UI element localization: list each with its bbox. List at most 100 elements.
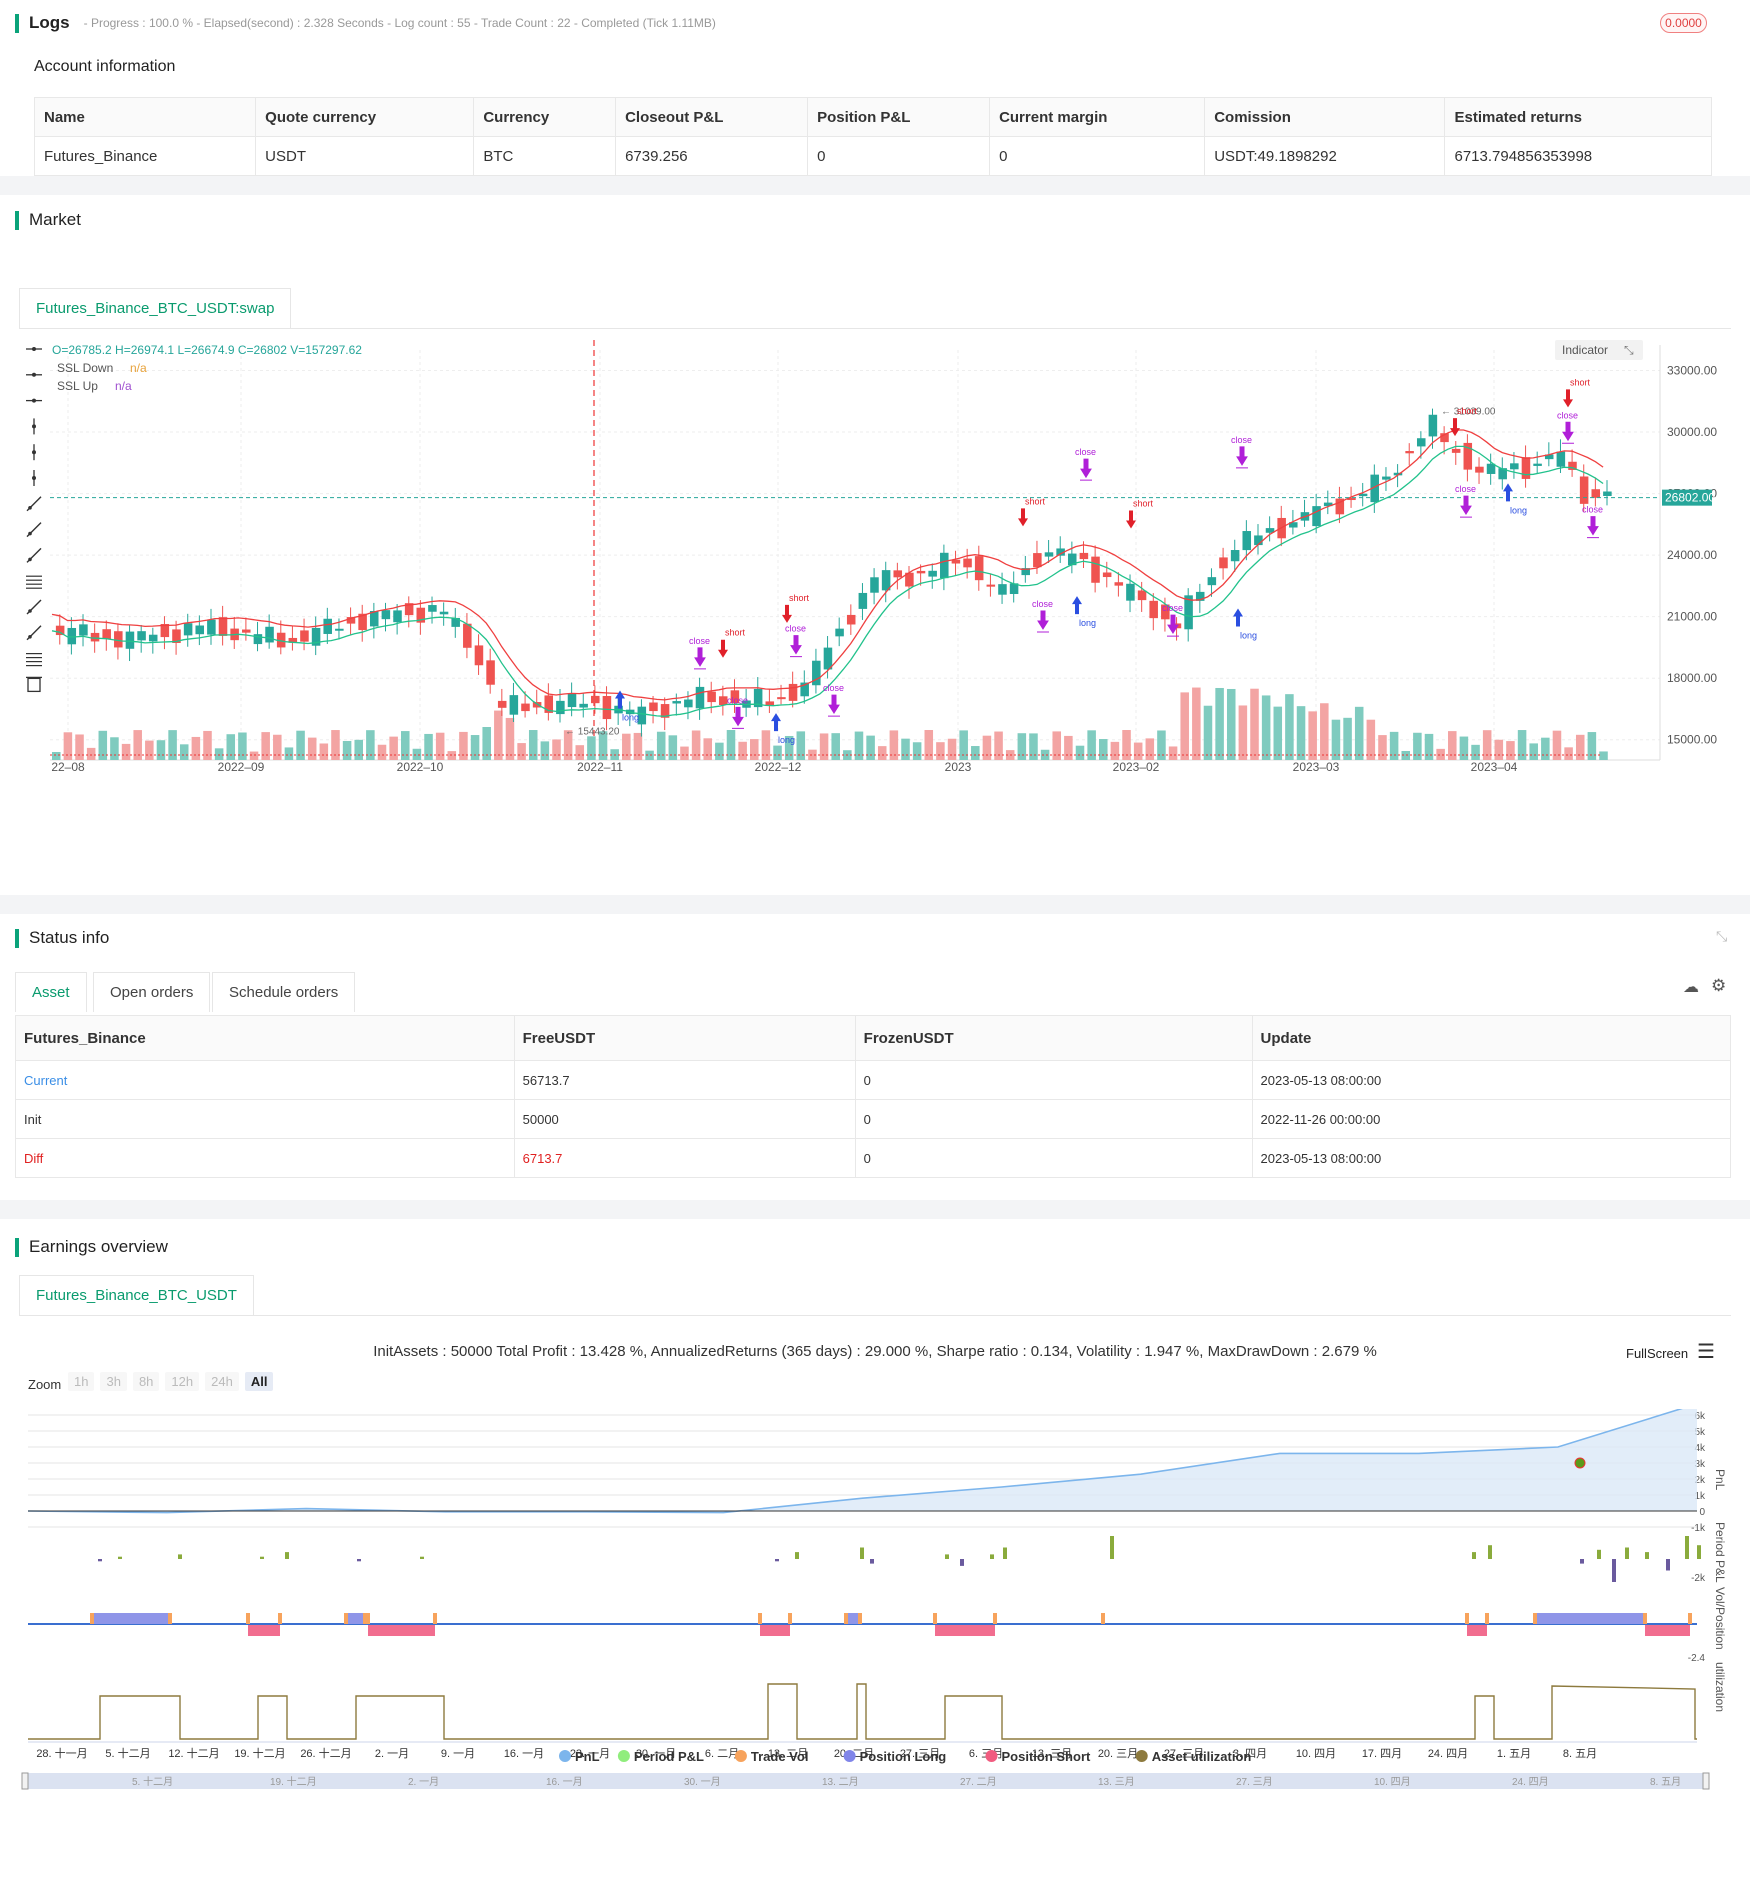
- earnings-summary: InitAssets : 50000 Total Profit : 13.428…: [373, 1343, 1377, 1360]
- fullscreen-button[interactable]: FullScreen: [1626, 1346, 1689, 1361]
- x-tick-label: 26. 十二月: [300, 1746, 351, 1760]
- cloud-download-icon[interactable]: ☁: [1683, 979, 1699, 996]
- candle: [812, 648, 821, 694]
- candle: [730, 679, 740, 713]
- legend-item[interactable]: Asset utilization: [1135, 1749, 1252, 1764]
- volume-bar: [1133, 742, 1143, 760]
- volume-bar: [726, 730, 736, 760]
- earnings-header: Earnings overview: [15, 1237, 168, 1257]
- candle: [881, 561, 891, 603]
- tab-schedule-orders[interactable]: Schedule orders: [212, 972, 356, 1012]
- volume-bar: [1471, 744, 1480, 760]
- candle: [1323, 490, 1333, 515]
- asset-cell: 56713.7: [513, 1060, 856, 1100]
- account-col-header: Position P&L: [807, 97, 991, 137]
- account-col-header: Current margin: [989, 97, 1206, 137]
- candle: [788, 671, 798, 708]
- legend-item[interactable]: Position Short: [985, 1749, 1092, 1764]
- candle: [916, 564, 926, 586]
- candle: [416, 600, 426, 635]
- indicator-button[interactable]: Indicator ⤡: [1555, 340, 1643, 360]
- volume-bar: [1203, 705, 1213, 760]
- horizontal-ray-icon: [26, 372, 42, 377]
- volume-bar: [656, 731, 666, 760]
- candle: [393, 604, 402, 635]
- tab-open-orders[interactable]: Open orders: [93, 972, 211, 1012]
- svg-text:close: close: [1455, 484, 1476, 494]
- asset-cell: Init: [15, 1099, 515, 1139]
- legend-item[interactable]: Period P&L: [617, 1749, 704, 1764]
- period-pnl-bar: [1003, 1547, 1007, 1559]
- menu-icon[interactable]: ☰: [1697, 1341, 1715, 1363]
- legend-item[interactable]: Trade Vol: [734, 1749, 809, 1764]
- volume-bar: [459, 731, 468, 760]
- volume-bar: [959, 730, 968, 760]
- zoom-button[interactable]: 1h: [68, 1372, 95, 1391]
- candle: [753, 677, 763, 716]
- candle: [1242, 520, 1252, 561]
- price-tag-bg: [1662, 489, 1712, 506]
- tab-market-symbol[interactable]: Futures_Binance_BTC_USDT:swap: [19, 288, 292, 328]
- pnl-tick: 4k: [1694, 1443, 1706, 1454]
- svg-text:close: close: [1231, 435, 1252, 445]
- svg-text:short: short: [1133, 498, 1154, 508]
- volume-bar: [1424, 733, 1434, 760]
- zoom-button[interactable]: All: [244, 1372, 274, 1391]
- candle: [79, 614, 88, 647]
- candle: [1044, 540, 1054, 563]
- trade-vol-bar: [1101, 1613, 1105, 1624]
- zoom-button[interactable]: 24h: [205, 1372, 239, 1391]
- volume-bar: [1366, 719, 1376, 760]
- position-short-area: [1467, 1625, 1487, 1636]
- candle: [1137, 581, 1147, 612]
- volume-bar: [52, 752, 61, 760]
- candle: [486, 648, 495, 694]
- candle: [369, 602, 379, 639]
- legend-item[interactable]: Position Long: [843, 1749, 947, 1764]
- expand-icon[interactable]: ⤡: [1716, 928, 1728, 944]
- candle: [940, 544, 949, 591]
- period-pnl-bar: [960, 1559, 964, 1566]
- volume-bar: [1273, 706, 1283, 760]
- volume-bar: [1087, 730, 1096, 760]
- legend-name: SSL Down: [57, 361, 113, 375]
- nav-tick-label: 27. 二月: [960, 1776, 997, 1788]
- trade-marker-short: short: [1018, 496, 1046, 527]
- ppl-axis-title: Period P&L: [1713, 1522, 1727, 1583]
- svg-text:close: close: [1032, 599, 1053, 609]
- account-col-header: Quote currency: [255, 97, 475, 137]
- trade-marker-close: close: [727, 695, 748, 729]
- candle: [928, 563, 937, 589]
- candle: [114, 623, 123, 660]
- volume-bar: [889, 730, 899, 760]
- candle: [148, 627, 158, 654]
- position-short-area: [935, 1625, 995, 1636]
- navigator[interactable]: 5. 十二月 19. 十二月 2. 一月 16. 一月 30. 一月 13. 二月 27. …: [21, 1772, 1710, 1790]
- tab-earnings-symbol[interactable]: Futures_Binance_BTC_USDT: [19, 1275, 254, 1315]
- gear-icon[interactable]: ⚙: [1711, 976, 1727, 995]
- candle: [1440, 426, 1449, 455]
- trade-marker-close: close: [1032, 599, 1053, 633]
- asset-table: Futures_Binance FreeUSDT FrozenUSDT Update …: [15, 1015, 1732, 1178]
- zoom-button[interactable]: 8h: [132, 1372, 160, 1391]
- price-range-icon: [26, 575, 42, 589]
- x-tick-label: 9. 一月: [441, 1748, 475, 1760]
- pnl-tick: 6k: [1694, 1411, 1706, 1422]
- candle: [346, 607, 356, 635]
- zoom-button[interactable]: 12h: [165, 1372, 200, 1391]
- market-chart[interactable]: 33000.0030000.0027000.0024000.0021000.00…: [0, 335, 1750, 895]
- zoom-button[interactable]: 3h: [100, 1372, 127, 1391]
- account-col-header: Comission: [1204, 97, 1446, 137]
- period-pnl-bar: [1612, 1559, 1616, 1582]
- svg-text:PnL: PnL: [575, 1749, 600, 1764]
- svg-text:close: close: [727, 695, 748, 705]
- legend-item[interactable]: PnL: [559, 1749, 600, 1764]
- candle: [649, 695, 658, 724]
- zoom-label: Zoom: [28, 1377, 62, 1392]
- candle: [1358, 482, 1368, 507]
- candle: [1335, 486, 1345, 524]
- volume-bar: [156, 740, 166, 760]
- tab-asset[interactable]: Asset: [15, 972, 87, 1012]
- pnl-area: [28, 1409, 1697, 1513]
